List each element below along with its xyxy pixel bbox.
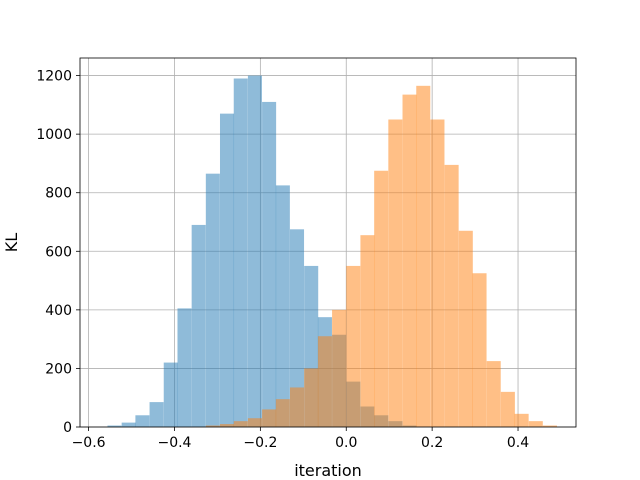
histogram-bar-series-2 bbox=[528, 421, 543, 427]
histogram-bar-series-1 bbox=[135, 415, 150, 427]
axis-ticks: −0.6 −0.4 −0.2 0.0 0.2 0.4 0 200 400 600 800 1000 12… bbox=[36, 69, 529, 451]
histogram-bar-series-2 bbox=[444, 164, 459, 427]
histogram-bar-series-1 bbox=[219, 113, 235, 428]
histogram-bar-series-2 bbox=[500, 391, 515, 427]
histogram-bar-series-2 bbox=[275, 399, 290, 427]
histogram-bar-series-2 bbox=[402, 94, 417, 427]
x-axis-label: iteration bbox=[294, 461, 362, 480]
histogram-bar-series-2 bbox=[514, 413, 529, 427]
histogram-bar-series-1 bbox=[205, 173, 220, 427]
y-tick-label: 200 bbox=[45, 361, 72, 377]
histogram-bar-series-2 bbox=[304, 368, 319, 427]
histogram-bar-series-1 bbox=[149, 402, 164, 427]
histogram-bar-series-1 bbox=[289, 229, 305, 427]
histogram-bar-series-1 bbox=[233, 78, 248, 427]
x-tick-label: −0.4 bbox=[157, 435, 191, 451]
histogram-bar-series-2 bbox=[542, 425, 557, 427]
histogram-bar-series-1 bbox=[107, 425, 122, 427]
histogram-bar-series-1 bbox=[177, 308, 192, 427]
histogram-bar-series-1 bbox=[191, 224, 206, 427]
x-tick-label: 0.2 bbox=[421, 435, 443, 451]
histogram-bar-series-2 bbox=[416, 85, 431, 428]
histogram-bar-series-2 bbox=[262, 409, 277, 427]
y-axis-label: KL bbox=[2, 233, 21, 252]
histogram-bar-series-2 bbox=[233, 421, 248, 427]
plot-frame bbox=[79, 57, 577, 428]
histogram-bar-series-2 bbox=[472, 273, 487, 427]
x-tick-label: −0.6 bbox=[72, 435, 106, 451]
histogram-bar-series-2 bbox=[205, 425, 220, 427]
histogram-bar-series-1 bbox=[247, 75, 262, 428]
y-tick-label: 0 bbox=[63, 420, 72, 436]
histogram-bar-series-2 bbox=[346, 265, 361, 427]
histogram-bar-series-1 bbox=[163, 362, 178, 427]
x-tick-label: −0.2 bbox=[243, 435, 277, 451]
x-tick-label: 0.0 bbox=[335, 435, 357, 451]
histogram-bar-series-2 bbox=[388, 119, 403, 427]
histogram-bar-series-2 bbox=[289, 387, 305, 427]
histogram-bar-series-2 bbox=[360, 235, 375, 427]
histogram-bar-series-2 bbox=[486, 361, 501, 427]
histogram-bar-series-2 bbox=[374, 170, 389, 427]
histogram-bar-series-2 bbox=[219, 424, 235, 427]
y-tick-label: 600 bbox=[45, 244, 72, 260]
x-tick-label: 0.4 bbox=[507, 435, 529, 451]
y-tick-label: 1000 bbox=[36, 127, 72, 143]
histogram-bars bbox=[107, 75, 557, 428]
histogram-bar-series-2 bbox=[430, 119, 445, 427]
histogram-bar-series-2 bbox=[458, 230, 473, 427]
histogram-bar-series-2 bbox=[247, 418, 262, 427]
histogram-bar-series-1 bbox=[275, 185, 290, 427]
histogram-bar-series-1 bbox=[121, 422, 136, 427]
histogram-bar-series-2 bbox=[332, 309, 347, 427]
histogram-bar-series-2 bbox=[317, 336, 332, 427]
histogram-bar-series-1 bbox=[262, 101, 277, 427]
y-tick-label: 400 bbox=[45, 303, 72, 319]
y-tick-label: 800 bbox=[45, 186, 72, 202]
y-tick-label: 1200 bbox=[36, 69, 72, 85]
